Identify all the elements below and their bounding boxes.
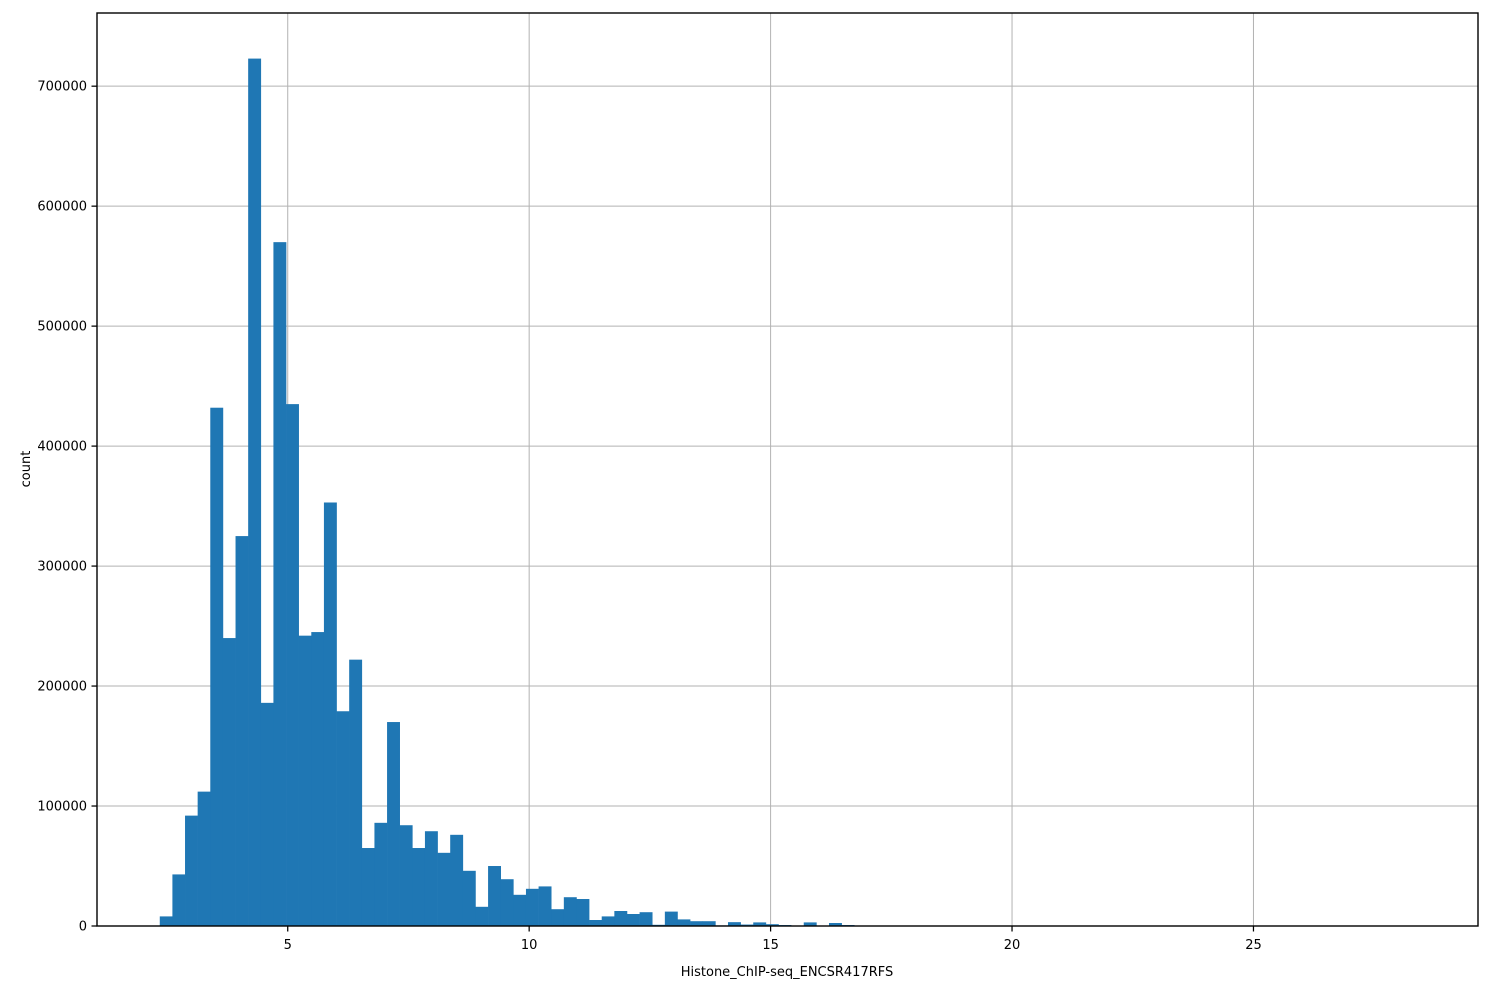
x-axis-title: Histone_ChIP-seq_ENCSR417RFS xyxy=(681,965,894,980)
histogram-bar xyxy=(639,912,653,926)
histogram-bar xyxy=(500,879,514,926)
histogram-bar xyxy=(159,916,173,926)
histogram-bar xyxy=(563,897,577,926)
histogram-bar xyxy=(765,924,779,926)
histogram-bar xyxy=(298,635,312,926)
histogram-bar xyxy=(424,831,438,926)
y-tick-label: 300000 xyxy=(37,560,87,575)
histogram-bar xyxy=(273,242,287,927)
histogram-bar xyxy=(248,58,262,926)
y-tick-label: 400000 xyxy=(37,440,87,455)
histogram-bar xyxy=(437,852,451,926)
x-tick-label: 25 xyxy=(1245,938,1262,953)
histogram-bar xyxy=(387,722,400,926)
plot-border xyxy=(96,12,1479,927)
histogram-bar xyxy=(336,711,350,926)
histogram-bar xyxy=(677,919,691,926)
histogram-bar xyxy=(361,848,375,926)
histogram-bar xyxy=(323,502,337,926)
histogram-bar xyxy=(551,909,565,926)
x-tick-label: 10 xyxy=(521,938,538,953)
histogram-bar xyxy=(690,921,704,926)
histogram-bar xyxy=(727,922,741,926)
axes-layer xyxy=(91,12,1479,932)
histogram-bar xyxy=(614,911,628,926)
x-tick-label: 5 xyxy=(284,938,292,953)
histogram-bar xyxy=(374,822,388,926)
histogram-bar xyxy=(589,920,603,926)
histogram-bar xyxy=(260,702,274,926)
histogram-bar xyxy=(286,404,299,926)
histogram-bar xyxy=(525,888,539,926)
y-tick-label: 600000 xyxy=(37,200,87,215)
histogram-bar xyxy=(185,815,198,926)
histogram-bar xyxy=(513,894,527,926)
histogram-bar xyxy=(235,536,249,926)
histogram-bar xyxy=(222,638,236,926)
y-tick-label: 700000 xyxy=(37,80,87,95)
histogram-bar xyxy=(664,911,678,926)
histogram-bar xyxy=(462,870,476,926)
histogram-bar xyxy=(576,899,590,926)
tick-labels-layer: 5 10 15 20 25 0 100000 200000 300000 400000 500000… xyxy=(37,80,1261,953)
y-tick-label: 100000 xyxy=(37,800,87,815)
histogram-bar xyxy=(702,921,716,926)
y-axis-title: count xyxy=(19,451,34,488)
y-tick-label: 200000 xyxy=(37,680,87,695)
histogram-bar xyxy=(311,632,325,926)
x-tick-label: 15 xyxy=(762,938,779,953)
histogram-bar xyxy=(172,874,186,926)
y-tick-label: 500000 xyxy=(37,320,87,335)
histogram-bar xyxy=(753,922,767,926)
histogram-bar xyxy=(740,924,754,926)
histogram-bar xyxy=(829,923,842,926)
histogram-bar xyxy=(412,848,426,926)
histogram-bar xyxy=(538,886,552,926)
histogram-bar xyxy=(488,866,502,926)
histogram-bar xyxy=(349,659,363,926)
y-tick-label: 0 xyxy=(79,920,87,935)
histogram-bar xyxy=(803,922,817,926)
histogram-bar xyxy=(626,914,640,926)
histogram-bar xyxy=(450,834,464,926)
bars-layer xyxy=(159,58,855,927)
histogram-bar xyxy=(475,906,489,926)
histogram-bar xyxy=(399,825,413,926)
histogram-bar xyxy=(601,916,615,926)
histogram-bar xyxy=(210,407,224,927)
histogram-bar xyxy=(197,791,211,926)
x-tick-label: 20 xyxy=(1004,938,1021,953)
